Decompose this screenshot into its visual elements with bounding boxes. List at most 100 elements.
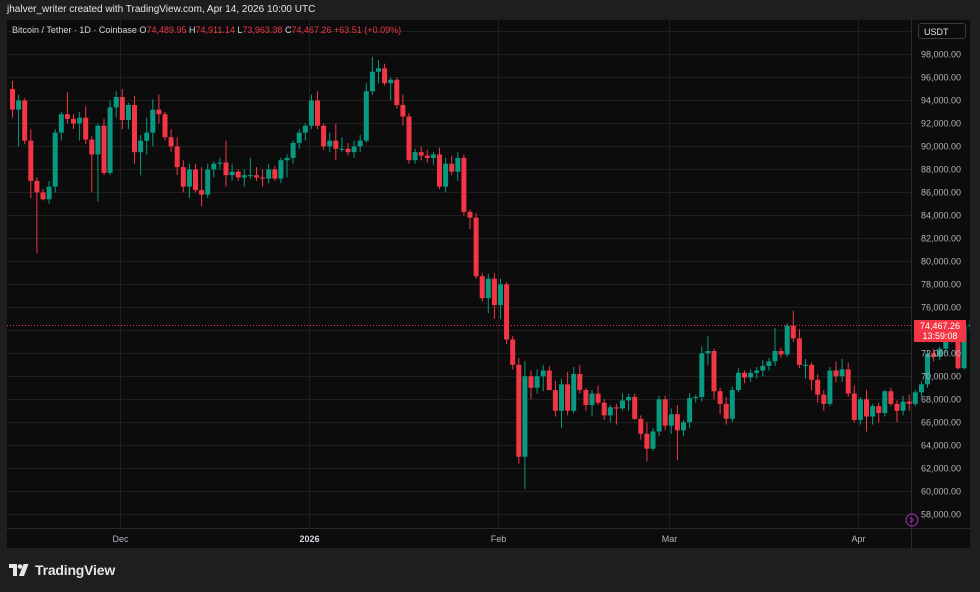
candle-body [510, 339, 516, 365]
candle-body [107, 107, 113, 173]
price-axis[interactable]: 58,000.00 60,000.00 62,000.00 64,000.00 66,0… [921, 27, 966, 520]
time-axis[interactable]: Dec 2026 Feb Mar Apr [112, 534, 865, 544]
candle [681, 419, 686, 437]
goto-realtime-icon[interactable] [905, 513, 919, 527]
candle-body [461, 157, 467, 212]
candle [735, 368, 741, 393]
candle-body [162, 114, 168, 138]
candle-body [357, 140, 363, 147]
candle-body [235, 171, 241, 178]
candle [138, 134, 144, 176]
candle-body [522, 376, 528, 457]
candle-body [132, 105, 137, 153]
candle-body [827, 370, 833, 404]
candle-body [784, 325, 790, 355]
candle-body [46, 186, 52, 200]
candle-body [723, 403, 729, 419]
candle-body [40, 192, 46, 200]
candle-body [876, 406, 882, 414]
chart-frame[interactable]: 58,000.00 60,000.00 62,000.00 64,000.00 66,0… [7, 20, 970, 548]
candle [193, 163, 198, 193]
candle-body [144, 132, 150, 141]
x-tick-label: Apr [851, 534, 865, 544]
candle [132, 95, 137, 164]
candle [784, 323, 790, 357]
y-tick-label: 58,000.00 [921, 510, 961, 520]
candle-body [937, 348, 943, 357]
candle-body [437, 154, 442, 187]
candle [906, 394, 912, 411]
candle [967, 319, 970, 331]
candle-body [260, 177, 266, 179]
candle [290, 140, 296, 164]
candle [504, 282, 510, 345]
candle-body [931, 353, 937, 357]
candle [241, 169, 247, 187]
candle [687, 393, 693, 429]
candle [302, 123, 308, 141]
candle [473, 213, 479, 279]
y-tick-label: 60,000.00 [921, 487, 961, 497]
candle-body [620, 400, 625, 409]
candle-body [845, 369, 851, 394]
candles [10, 56, 970, 489]
candle-body [943, 340, 949, 349]
candle [351, 140, 357, 158]
candle [278, 157, 284, 184]
candle [485, 274, 491, 314]
candle [174, 137, 180, 176]
currency-selector[interactable]: USDT [918, 23, 966, 39]
candlestick-chart[interactable]: 58,000.00 60,000.00 62,000.00 64,000.00 66,0… [7, 20, 970, 548]
candle-body [729, 390, 735, 419]
candle-body [205, 169, 211, 195]
candle-body [912, 392, 918, 404]
candle [437, 147, 442, 189]
candle [931, 348, 937, 362]
candle [888, 387, 894, 407]
legend-close-label: C [284, 25, 292, 35]
candle [882, 390, 888, 417]
last-price-tag: 74,467.26 13:59:08 [914, 319, 966, 342]
candle [254, 167, 259, 181]
legend-low-label: L [237, 25, 243, 35]
candle-body [857, 399, 863, 420]
candle-body [174, 146, 180, 168]
candle-body [186, 169, 192, 187]
candle [565, 371, 571, 416]
candle [876, 402, 882, 423]
last-price-label: 74,467.26 [919, 320, 961, 331]
chart-credit: jhalver_writer created with TradingView.… [7, 4, 316, 15]
candle-body [138, 140, 144, 153]
candle-body [559, 384, 564, 411]
candle [406, 113, 412, 164]
candle-body [705, 351, 711, 354]
candle-body [424, 155, 430, 158]
candle-body [894, 403, 900, 411]
y-tick-label: 64,000.00 [921, 441, 961, 451]
candle [699, 346, 705, 402]
tradingview-brand[interactable]: TradingView [9, 562, 115, 578]
candle-body [278, 160, 284, 179]
candle-body [870, 406, 876, 417]
candle [796, 329, 802, 369]
candle [729, 386, 735, 423]
candle-body [363, 91, 369, 141]
legend-symbol: Bitcoin / Tether · 1D · Coinbase [12, 25, 137, 35]
candle [613, 403, 619, 425]
candle-body [546, 370, 552, 391]
candle [626, 393, 632, 411]
candle-body [479, 276, 485, 299]
candle-body [656, 399, 662, 432]
candle-body [272, 169, 278, 179]
y-tick-label: 92,000.00 [921, 119, 961, 129]
candle [528, 370, 534, 400]
candle-body [595, 393, 601, 403]
candle-body [796, 338, 802, 365]
candle [662, 395, 668, 431]
candle [260, 169, 266, 187]
candle-body [473, 217, 479, 277]
tradingview-wordmark: TradingView [35, 562, 116, 578]
candle-body [681, 422, 686, 431]
candle-body [961, 325, 967, 369]
candle [894, 400, 900, 423]
